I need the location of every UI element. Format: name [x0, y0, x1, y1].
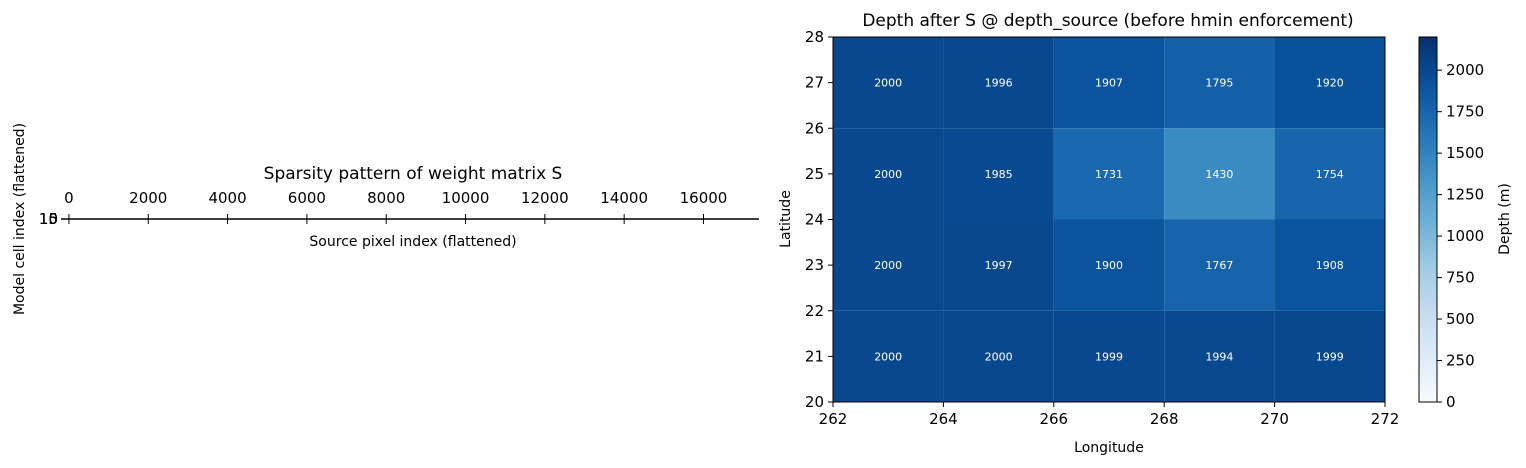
heatmap-x-axis-label: Longitude [1074, 440, 1144, 456]
sparsity-title: Sparsity pattern of weight matrix S [264, 164, 563, 184]
sparsity-y-tick-label: 5 [48, 210, 58, 228]
heatmap-cell-label: 1754 [1316, 168, 1344, 181]
heatmap-cell-label: 1999 [1095, 350, 1123, 363]
heatmap-cell-labels: 2000 1996 1907 1795 1920 2000 1985 1731 1430 1754… [874, 77, 1344, 364]
sparsity-x-tick-label: 6000 [288, 189, 326, 207]
heatmap-cell [833, 37, 944, 129]
sparsity-x-tick-label: 0 [64, 189, 74, 207]
heatmap-cells [833, 37, 1385, 402]
heatmap-cell [1274, 219, 1385, 311]
heatmap-y-tick-label: 26 [805, 119, 824, 137]
heatmap-cell-label: 2000 [874, 168, 902, 181]
colorbar-gradient [1418, 36, 1438, 403]
colorbar-ticks: 0 250 500 750 1000 1250 1500 1750 2000 [1437, 61, 1484, 411]
heatmap-cell-label: 1900 [1095, 259, 1123, 272]
heatmap-cell [1164, 310, 1275, 402]
colorbar-tick-label: 750 [1446, 269, 1475, 287]
sparsity-y-tick-label: 15 [39, 210, 58, 228]
sparsity-y-axis-label: Model cell index (flattened) [12, 123, 28, 315]
colorbar-tick-label: 1000 [1446, 227, 1484, 245]
heatmap-cell-label: 1985 [985, 168, 1013, 181]
heatmap-x-tick-label: 262 [819, 410, 848, 428]
heatmap-x-tick-label: 272 [1371, 410, 1400, 428]
sparsity-x-tick-label: 16000 [680, 189, 728, 207]
heatmap-y-tick-label: 21 [805, 347, 824, 365]
heatmap-cell-label: 1907 [1095, 77, 1123, 90]
heatmap-x-tick-label: 264 [929, 410, 958, 428]
sparsity-x-tick-label: 8000 [367, 189, 405, 207]
colorbar-tick-label: 250 [1446, 352, 1475, 370]
heatmap-y-tick-label: 28 [805, 28, 824, 46]
sparsity-y-tick-label: 10 [39, 210, 58, 228]
sparsity-x-tick-label: 12000 [521, 189, 569, 207]
heatmap-cell [1053, 128, 1165, 220]
heatmap-title: Depth after S @ depth_source (before hmi… [862, 11, 1353, 31]
heatmap-y-axis-label: Latitude [778, 190, 794, 248]
heatmap-cell-label: 2000 [985, 350, 1013, 363]
sparsity-x-ticks: 0 2000 4000 6000 8000 10000 12000 14000 16000 [64, 189, 727, 224]
heatmap-cell [833, 219, 944, 311]
colorbar: 0 250 500 750 1000 1250 1500 1750 2000 Depth (m) [1418, 36, 1513, 411]
heatmap-cell [1053, 37, 1165, 129]
heatmap-cell-label: 2000 [874, 259, 902, 272]
heatmap-cell [1164, 37, 1275, 129]
sparsity-chart: Sparsity pattern of weight matrix S 0 200… [12, 123, 759, 315]
heatmap-cell [1053, 219, 1165, 311]
heatmap-cell [1164, 128, 1275, 220]
heatmap-cell [1164, 219, 1275, 311]
sparsity-x-tick-label: 14000 [600, 189, 648, 207]
colorbar-label: Depth (m) [1497, 183, 1513, 255]
heatmap-cell-label: 1996 [985, 77, 1013, 90]
sparsity-x-tick-label: 10000 [442, 189, 490, 207]
heatmap-y-tick-label: 20 [805, 393, 824, 411]
heatmap-x-ticks: 262 264 266 268 270 272 [819, 402, 1400, 428]
heatmap-cell [1274, 310, 1385, 402]
heatmap-cell [1274, 128, 1385, 220]
heatmap-y-tick-label: 25 [805, 165, 824, 183]
heatmap-cell [833, 310, 944, 402]
heatmap-y-tick-label: 23 [805, 256, 824, 274]
heatmap-cell-label: 1731 [1095, 168, 1123, 181]
heatmap-cell [943, 37, 1054, 129]
colorbar-tick-label: 2000 [1446, 61, 1484, 79]
heatmap-cell [833, 128, 944, 220]
sparsity-x-tick-label: 4000 [208, 189, 246, 207]
heatmap-cell-label: 1994 [1205, 350, 1233, 363]
colorbar-tick-label: 0 [1446, 393, 1456, 411]
sparsity-y-tick-label: 0 [48, 210, 58, 228]
heatmap-cell [1274, 37, 1385, 129]
heatmap-cell [943, 310, 1054, 402]
heatmap-x-tick-label: 266 [1039, 410, 1068, 428]
heatmap-y-tick-label: 22 [805, 302, 824, 320]
heatmap-x-tick-label: 270 [1260, 410, 1289, 428]
heatmap-cell-label: 1999 [1316, 350, 1344, 363]
heatmap-cell-label: 1908 [1316, 259, 1344, 272]
sparsity-x-tick-label: 2000 [129, 189, 167, 207]
heatmap-x-tick-label: 268 [1150, 410, 1179, 428]
heatmap-cell-label: 1767 [1205, 259, 1233, 272]
heatmap-cell-label: 1997 [985, 259, 1013, 272]
heatmap-cell-label: 1920 [1316, 77, 1344, 90]
heatmap-cell [943, 128, 1054, 220]
heatmap-cell-label: 2000 [874, 350, 902, 363]
heatmap-cell-label: 2000 [874, 77, 902, 90]
depth-heatmap-chart: Depth after S @ depth_source (before hmi… [778, 11, 1399, 456]
heatmap-cell [943, 219, 1054, 311]
heatmap-y-ticks: 20 21 22 23 24 25 26 27 28 [805, 28, 833, 411]
heatmap-cell-label: 1430 [1205, 168, 1233, 181]
heatmap-cell [1053, 310, 1165, 402]
colorbar-tick-label: 1250 [1446, 186, 1484, 204]
sparsity-x-axis-label: Source pixel index (flattened) [309, 234, 516, 250]
colorbar-tick-label: 500 [1446, 310, 1475, 328]
heatmap-cell-label: 1795 [1205, 77, 1233, 90]
heatmap-y-tick-label: 24 [805, 211, 824, 229]
heatmap-y-tick-label: 27 [805, 74, 824, 92]
colorbar-tick-label: 1500 [1446, 144, 1484, 162]
colorbar-tick-label: 1750 [1446, 103, 1484, 121]
